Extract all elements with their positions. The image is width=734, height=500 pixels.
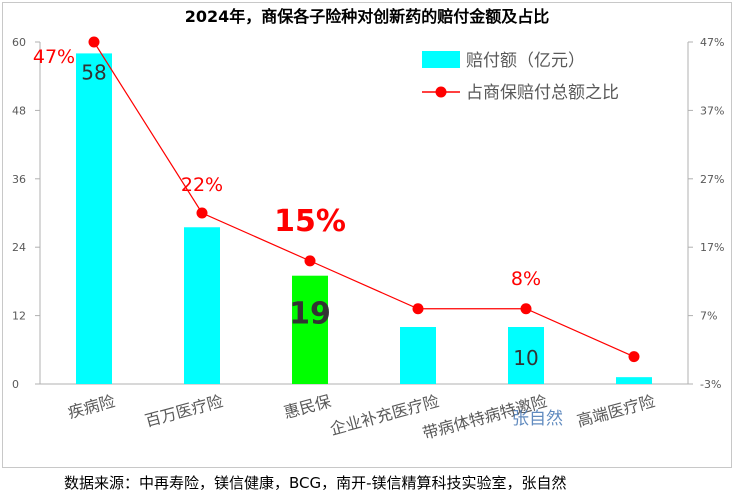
line-point xyxy=(628,351,640,363)
bar xyxy=(184,227,220,384)
bar-series: 58 19 10 xyxy=(76,53,652,385)
x-tick-label: 疾病险 xyxy=(66,392,117,423)
chart-title: 2024年，商保各子险种对创新药的赔付金额及占比 xyxy=(185,7,550,26)
y-left-tick-label: 24 xyxy=(12,241,26,254)
chart-border xyxy=(2,2,732,468)
source-note: 数据来源：中再寿险，镁信健康，BCG，南开-镁信精算科技实验室，张自然 xyxy=(64,474,567,492)
legend-label-bar: 赔付额（亿元） xyxy=(466,51,585,71)
x-tick-label: 惠民保 xyxy=(282,392,333,423)
y-left-tick-label: 12 xyxy=(12,310,26,323)
bar xyxy=(616,377,652,384)
x-tick-label: 高端医疗险 xyxy=(575,392,657,431)
y-right-tick-label: 47% xyxy=(700,36,724,49)
line-data-label: 22% xyxy=(181,174,223,196)
bar-data-label: 58 xyxy=(81,60,106,84)
line-series: 47% 22% 15% 8% xyxy=(33,36,640,363)
y-right-tick-label: 17% xyxy=(700,241,724,254)
bar-data-label: 19 xyxy=(289,297,331,332)
y-left-tick-label: 48 xyxy=(12,104,26,117)
legend-label-line: 占商保赔付总额之比 xyxy=(466,83,619,103)
x-tick-label: 百万医疗险 xyxy=(143,392,225,431)
line-path xyxy=(93,41,635,358)
bar xyxy=(292,275,328,384)
line-data-label: 47% xyxy=(33,46,75,68)
bar xyxy=(76,53,112,385)
legend-swatch-bar xyxy=(422,51,460,68)
bar xyxy=(508,327,544,384)
axes: 0 12 24 36 48 60 -3% 7% 17% 27% 37% 47% xyxy=(12,36,724,391)
y-left-tick-label: 60 xyxy=(12,36,26,49)
line-point xyxy=(520,303,532,315)
y-right-tick-label: -3% xyxy=(700,378,721,391)
line-point xyxy=(196,207,208,219)
legend-swatch-marker xyxy=(435,86,447,98)
y-right-tick-label: 27% xyxy=(700,173,724,186)
watermark: 张自然 xyxy=(512,409,563,429)
line-data-label: 8% xyxy=(511,268,541,290)
y-right-tick-label: 7% xyxy=(700,310,717,323)
line-data-label: 15% xyxy=(274,204,346,239)
line-point xyxy=(304,255,316,267)
line-point xyxy=(88,36,100,48)
y-left-tick-label: 36 xyxy=(12,173,26,186)
legend: 赔付额（亿元） 占商保赔付总额之比 xyxy=(422,51,619,103)
bar xyxy=(400,327,436,384)
bar-data-label: 10 xyxy=(513,346,538,370)
y-left-tick-label: 0 xyxy=(12,378,19,391)
y-right-tick-label: 37% xyxy=(700,104,724,117)
line-point xyxy=(412,303,424,315)
